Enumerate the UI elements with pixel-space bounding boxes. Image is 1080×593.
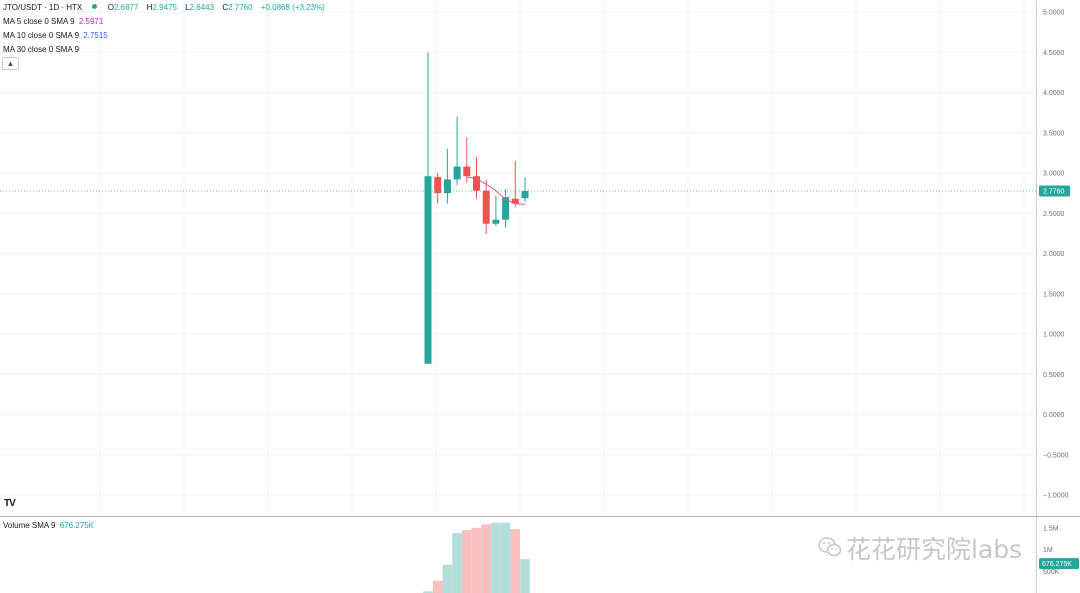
watermark-text: 花花研究院labs xyxy=(846,535,1023,564)
watermark: 花花研究院labs xyxy=(818,530,1022,566)
candle-body xyxy=(521,191,529,199)
volume-bar xyxy=(442,564,453,593)
ma30-label: MA 30 close 0 SMA 9 xyxy=(3,45,80,54)
low-label: L xyxy=(185,3,190,12)
candle-body xyxy=(424,176,432,364)
volume-tick-label: 1.5M xyxy=(1043,525,1059,532)
price-tick-label: 0.5000 xyxy=(1043,372,1065,379)
ma5-value: 2.5971 xyxy=(78,17,104,26)
symbol-legend[interactable]: JTO/USDT · 1D · HTX O2.6877 H2.9475 L2.6… xyxy=(3,3,328,12)
volume-bar xyxy=(510,529,521,593)
current-price-badge xyxy=(1039,185,1070,197)
volume-tick-label: 1M xyxy=(1043,547,1053,554)
price-tick-label: 2.5000 xyxy=(1043,211,1065,218)
ma10-legend[interactable]: MA 10 close 0 SMA 9 2.7515 xyxy=(3,31,108,40)
ma10-label: MA 10 close 0 SMA 9 xyxy=(3,31,80,40)
candle-body xyxy=(482,190,490,224)
candle-body xyxy=(463,166,471,177)
change-value: +0.0868 (+3.23%) xyxy=(260,3,325,12)
price-tick-label: 2.0000 xyxy=(1043,251,1065,258)
volume-legend[interactable]: Volume SMA 9 676.275K xyxy=(3,521,94,530)
volume-label: Volume SMA 9 xyxy=(3,521,56,530)
price-tick-label: 0.0000 xyxy=(1043,412,1065,419)
candle-body xyxy=(434,177,442,194)
volume-bar xyxy=(452,533,462,593)
price-axis[interactable]: 5.0000 4.5000 4.0000 3.5000 3.0000 2.5000 2.00… xyxy=(1039,10,1070,500)
price-tick-label: 4.0000 xyxy=(1043,90,1065,97)
price-tick-label: 5.0000 xyxy=(1043,10,1065,17)
grid xyxy=(0,0,1036,516)
high-value: 2.9475 xyxy=(152,3,177,12)
candle-body xyxy=(453,166,461,180)
price-tick-label: −1.0000 xyxy=(1043,493,1069,500)
current-price-label: 2.7760 xyxy=(1043,189,1065,196)
chevron-up-icon: ▲ xyxy=(6,59,15,68)
ma-polyline xyxy=(466,176,526,205)
ma30-legend[interactable]: MA 30 close 0 SMA 9 xyxy=(3,45,79,54)
candle-body xyxy=(473,176,480,191)
ma-line xyxy=(466,176,526,205)
tradingview-logo[interactable]: TV xyxy=(4,498,16,509)
volume-bars xyxy=(423,522,530,593)
ma10-value: 2.7515 xyxy=(83,31,108,40)
volume-value: 676.275K xyxy=(59,521,94,530)
close-label: C xyxy=(222,3,229,12)
volume-bar xyxy=(500,522,511,593)
volume-tick-label: 500K xyxy=(1043,569,1060,576)
volume-bar xyxy=(471,527,482,593)
price-tick-label: −0.5000 xyxy=(1043,452,1069,459)
price-tick-label: 1.5000 xyxy=(1043,291,1065,298)
volume-bar xyxy=(432,580,443,593)
candle-body xyxy=(492,219,500,224)
volume-bar xyxy=(491,522,501,593)
candle-body xyxy=(502,197,510,220)
volume-bar xyxy=(520,559,530,593)
open-value: 2.6877 xyxy=(113,3,139,12)
high-label: H xyxy=(146,3,153,12)
price-tick-label: 4.5000 xyxy=(1043,50,1065,57)
market-status-icon xyxy=(91,4,97,9)
close-value: 2.7760 xyxy=(228,3,253,12)
price-tick-label: 3.5000 xyxy=(1043,130,1065,137)
ma5-legend[interactable]: MA 5 close 0 SMA 9 2.5971 xyxy=(3,17,103,26)
open-label: O xyxy=(107,3,114,12)
volume-bar xyxy=(423,591,433,593)
current-volume-label: 676.275K xyxy=(1042,561,1072,568)
volume-bar xyxy=(462,530,472,593)
symbol-title[interactable]: JTO/USDT · 1D · HTX xyxy=(3,3,83,12)
price-tick-label: 3.0000 xyxy=(1043,171,1065,178)
ma5-label: MA 5 close 0 SMA 9 xyxy=(3,17,75,26)
volume-bar xyxy=(481,524,491,593)
candles xyxy=(424,52,529,364)
collapse-legend-button[interactable]: ▲ xyxy=(2,57,19,70)
price-tick-label: 1.0000 xyxy=(1043,332,1065,339)
wechat-icon xyxy=(818,536,842,564)
candle-body xyxy=(443,179,451,194)
low-value: 2.6443 xyxy=(189,3,215,12)
current-volume-badge xyxy=(1039,558,1079,570)
candle-body xyxy=(511,198,519,204)
